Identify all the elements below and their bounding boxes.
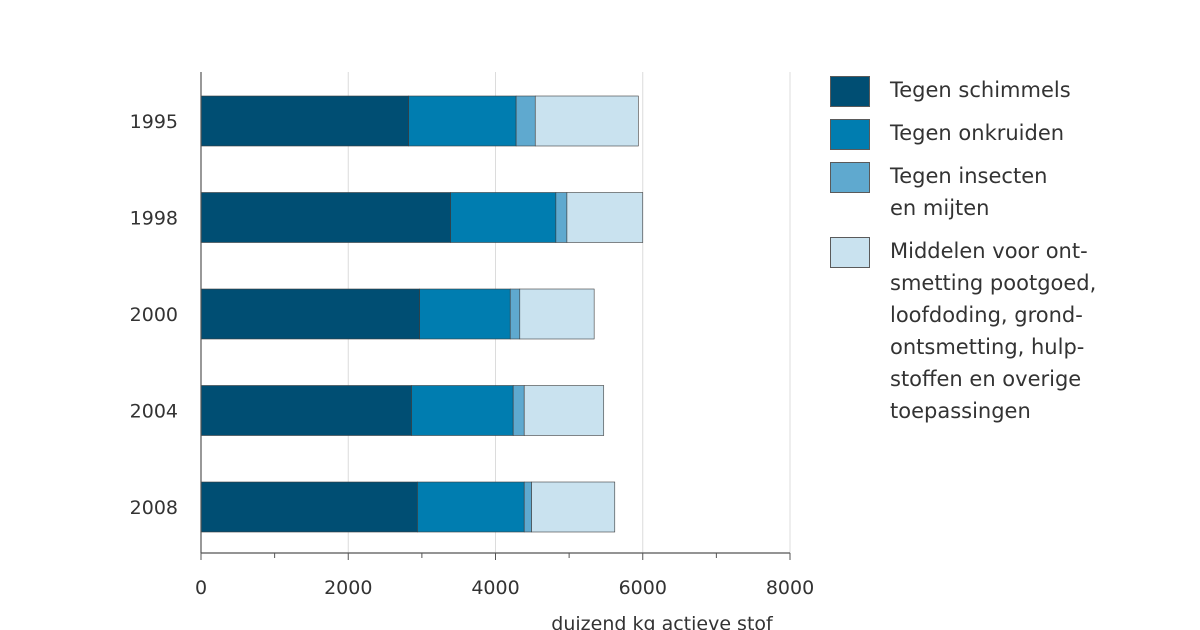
bar-2008-series-3 (523, 481, 532, 533)
bar-2008-series-4 (531, 481, 616, 533)
legend-label-overige-line-5: stoffen en overige (890, 367, 1082, 391)
bar-1995-series-4 (534, 95, 639, 147)
legend-label-overige-line-3: loofdoding, grond- (890, 303, 1083, 327)
bar-1995-series-3 (515, 95, 536, 147)
legend-item-onkruiden: Tegen onkruiden (830, 117, 1190, 150)
bar-2004-series-2 (411, 385, 514, 436)
legend-swatch-insecten (830, 162, 870, 193)
legend-label-overige-line-2: smetting pootgoed, (890, 271, 1097, 295)
bar-2008-series-2 (417, 481, 525, 533)
legend-label-onkruiden: Tegen onkruiden (890, 121, 1065, 145)
x-tick-label-4000: 4000 (471, 577, 519, 599)
bar-1995-series-1 (200, 95, 409, 147)
legend-label-schimmels: Tegen schimmels (890, 78, 1071, 102)
bar-1995-series-2 (408, 95, 517, 147)
y-tick-label-2008: 2008 (130, 497, 178, 519)
bar-2000-series-3 (509, 288, 521, 340)
x-tick-label-0: 0 (195, 577, 207, 599)
legend-item-overige: Middelen voor ont- smetting pootgoed, lo… (830, 235, 1190, 427)
y-tick-label-2000: 2000 (130, 304, 178, 326)
legend-label-overige-line-6: toepassingen (890, 399, 1031, 423)
bar-2000-series-1 (200, 288, 420, 340)
legend-item-schimmels: Tegen schimmels (830, 74, 1190, 107)
y-tick-label-1995: 1995 (130, 111, 178, 133)
legend-item-insecten: Tegen insecten en mijten (830, 160, 1190, 224)
legend-label-insecten-line-2: en mijten (890, 196, 990, 220)
x-tick-label-8000: 8000 (766, 577, 814, 599)
bar-1998-series-4 (566, 192, 644, 243)
bar-1998-series-1 (200, 192, 451, 243)
bar-2000-series-2 (419, 288, 511, 340)
bar-2004-series-3 (512, 385, 525, 436)
legend-label-insecten-line-1: Tegen insecten (890, 164, 1048, 188)
y-tick-label-1998: 1998 (130, 208, 178, 230)
legend-label-overige-line-1: Middelen voor ont- (890, 239, 1088, 263)
x-tick-label-2000: 2000 (324, 577, 372, 599)
bar-2008-series-1 (200, 481, 418, 533)
legend: Tegen schimmels Tegen onkruiden Tegen in… (830, 74, 1190, 438)
bar-1998-series-2 (450, 192, 557, 243)
bar-2004-series-4 (523, 385, 605, 436)
legend-swatch-overige (830, 237, 870, 268)
bar-1998-series-3 (555, 192, 568, 243)
legend-swatch-onkruiden (830, 119, 870, 150)
bar-2004-series-1 (200, 385, 412, 436)
x-tick-label-6000: 6000 (619, 577, 667, 599)
legend-swatch-schimmels (830, 76, 870, 107)
y-tick-label-2004: 2004 (130, 401, 178, 423)
bar-2000-series-4 (519, 288, 595, 340)
legend-label-overige-line-4: ontsmetting, hulp- (890, 335, 1085, 359)
x-axis-label: duizend kg actieve stof (551, 613, 774, 630)
